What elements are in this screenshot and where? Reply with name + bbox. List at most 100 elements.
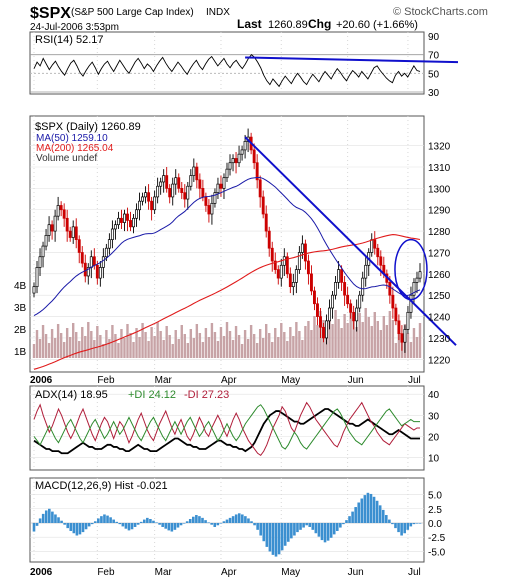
price-bar (177, 173, 181, 193)
macd-bar (75, 522, 79, 536)
macd-tick-label: 2.5 (428, 505, 442, 516)
macd-bar (207, 522, 210, 524)
price-bar-body (132, 217, 135, 228)
price-tick-label: 1310 (428, 163, 451, 174)
volume-bar (135, 328, 138, 358)
volume-bar (162, 340, 165, 358)
price-bar (35, 261, 39, 294)
price-bar (113, 220, 117, 240)
price-bar (306, 254, 310, 285)
price-bar (364, 256, 368, 287)
macd-bar (121, 522, 125, 527)
macd-bar (363, 495, 367, 523)
volume-bar (168, 335, 171, 358)
macd-bar (173, 522, 177, 530)
price-bar (207, 199, 211, 223)
price-bar-body (306, 260, 310, 275)
price-bar-body (243, 141, 247, 151)
price-bar-body (267, 230, 271, 249)
price-bar-body (255, 162, 259, 181)
volume-bar (180, 325, 183, 358)
price-bar (74, 218, 78, 249)
price-bar (403, 325, 407, 353)
price-bar (394, 303, 398, 326)
volume-tick-label: 2B (14, 325, 27, 336)
macd-tick-label: 5.0 (428, 491, 442, 502)
price-bar (240, 145, 244, 161)
macd-bar (394, 522, 397, 529)
price-bar-body (65, 217, 69, 232)
macd-x-label: Jul (408, 567, 421, 578)
macd-bar (286, 522, 290, 542)
price-bar (270, 241, 274, 272)
macd-bar (228, 517, 232, 523)
volume-bar (280, 323, 283, 358)
price-x-label: Jun (348, 375, 364, 386)
price-bar-body (174, 177, 178, 185)
price-bar (273, 252, 277, 274)
volume-bar (84, 336, 87, 358)
price-bar-body (316, 303, 319, 317)
price-bar-body (210, 202, 214, 215)
price-bar (328, 299, 331, 330)
macd-bar (388, 519, 391, 523)
macd-x-label: May (281, 567, 300, 578)
price-bar (340, 265, 344, 291)
price-bar-body (361, 277, 365, 296)
adx-tick-label: 40 (428, 390, 440, 401)
price-bar-body (234, 158, 238, 164)
price-bar-body (62, 209, 66, 219)
volume-bar (156, 322, 159, 358)
macd-bar (256, 522, 259, 530)
price-bar-body (309, 273, 313, 292)
macd-bar (115, 521, 119, 523)
price-bar-body (141, 196, 145, 202)
price-bar-body (50, 224, 54, 232)
price-bar (132, 214, 135, 234)
price-bar-body (349, 303, 353, 313)
macd-bar (326, 522, 330, 541)
macd-bar (268, 522, 272, 552)
price-bar (144, 186, 148, 204)
volume-bar (65, 328, 69, 358)
price-bar-body (86, 267, 90, 277)
price-bar (116, 211, 120, 229)
macd-bar (314, 522, 318, 534)
price-bar (213, 188, 217, 208)
adx-line (33, 408, 420, 455)
macd-bar (335, 522, 339, 531)
price-bar (237, 145, 241, 168)
macd-bar (231, 516, 235, 523)
exchange-label: INDX (206, 7, 230, 18)
price-bar-body (162, 175, 166, 183)
volume-bar (340, 328, 343, 358)
volume-bar (108, 339, 111, 358)
price-bar (107, 233, 111, 255)
price-x-label: Mar (155, 375, 173, 386)
price-bar-body (120, 217, 123, 223)
price-bar-body (319, 316, 322, 328)
price-bar (358, 290, 362, 313)
volume-bar (177, 339, 180, 358)
price-tick-label: 1230 (428, 334, 451, 345)
volume-bar (210, 323, 214, 358)
price-bar (288, 267, 292, 294)
macd-x-label: Feb (97, 567, 115, 578)
macd-bar (241, 514, 244, 523)
macd-bar (265, 522, 269, 547)
ma50-label: MA(50) 1259.10 (36, 133, 108, 144)
volume-bar (192, 338, 196, 358)
macd-bar (378, 505, 382, 523)
volume-bar (219, 327, 223, 358)
macd-bar (87, 522, 91, 527)
price-bar-body (113, 224, 117, 230)
macd-bar (213, 522, 217, 527)
price-bar (373, 231, 377, 255)
macd-bar (308, 522, 312, 527)
price-bar (41, 241, 45, 268)
volume-bar (141, 323, 144, 358)
macd-bar (320, 522, 324, 541)
macd-bar (357, 502, 361, 523)
macd-bar (93, 521, 97, 523)
volume-bar (343, 314, 346, 358)
